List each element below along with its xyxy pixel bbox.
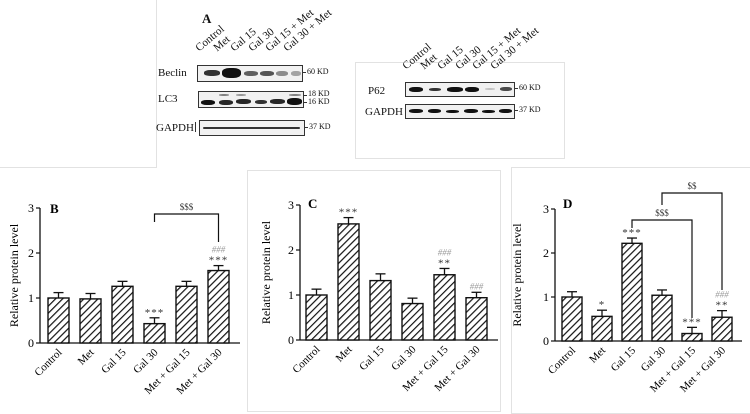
gapdh-right-label: GAPDH bbox=[365, 106, 403, 118]
significance-bracket bbox=[153, 213, 220, 242]
bar bbox=[47, 297, 70, 344]
bar bbox=[111, 285, 134, 344]
y-axis-label: Relative protein level bbox=[7, 223, 21, 327]
significance-hash: ### bbox=[470, 281, 484, 291]
bar bbox=[175, 285, 198, 344]
y-tick-label: 1 bbox=[28, 291, 34, 305]
significance-star: *** bbox=[209, 255, 229, 267]
y-tick-label: 2 bbox=[543, 246, 549, 260]
panel-a-left-frame bbox=[0, 0, 157, 168]
significance-hash: ### bbox=[438, 247, 452, 257]
chart-c: C 0 1 2 3 Relative protein level Control *** Met… bbox=[259, 196, 498, 394]
bar bbox=[621, 242, 643, 342]
x-tick-label: Met bbox=[587, 345, 608, 366]
p62-label: P62 bbox=[368, 85, 386, 97]
bar bbox=[433, 274, 456, 341]
bar bbox=[207, 269, 230, 344]
bar bbox=[591, 315, 613, 342]
significance-bracket bbox=[631, 219, 693, 318]
panel-letter-c: C bbox=[308, 196, 317, 211]
y-tick-label: 3 bbox=[543, 202, 549, 216]
lc3-kd-16: 16 KD bbox=[308, 97, 330, 106]
bar bbox=[651, 294, 673, 342]
significance-hash: ### bbox=[715, 290, 729, 300]
bar bbox=[143, 322, 166, 344]
bracket-label: $$$ bbox=[655, 208, 669, 218]
beclin-kd: 60 KD bbox=[307, 67, 329, 76]
significance-hash: ### bbox=[212, 245, 226, 255]
x-tick-label: Gal 30 bbox=[389, 343, 419, 373]
bar bbox=[711, 316, 733, 342]
x-tick-label: Control bbox=[32, 347, 64, 379]
lc3-kd-18: 18 KD bbox=[308, 89, 330, 98]
bar bbox=[465, 297, 488, 341]
bar bbox=[79, 298, 102, 344]
bracket-label: $$$ bbox=[180, 202, 194, 212]
significance-star: ** bbox=[716, 300, 729, 312]
gapdh-left-label: GAPDH bbox=[156, 122, 194, 134]
bar bbox=[401, 302, 424, 341]
lc3-label: LC3 bbox=[158, 93, 178, 105]
gapdh-right-kd: 37 KD bbox=[519, 105, 541, 114]
y-tick-label: 1 bbox=[288, 288, 294, 302]
panel-letter-d: D bbox=[563, 196, 572, 211]
x-tick-label: Gal 15 bbox=[609, 344, 639, 374]
y-tick-label: 0 bbox=[288, 333, 294, 347]
chart-d: D 0 1 2 3 Relative protein level Control * Met **… bbox=[510, 181, 742, 395]
bar bbox=[369, 279, 392, 341]
x-tick-label: Gal 15 bbox=[99, 346, 129, 376]
y-tick-label: 0 bbox=[543, 334, 549, 348]
gapdh-left-kd: 37 KD bbox=[309, 122, 331, 131]
x-tick-label: Control bbox=[546, 345, 578, 377]
p62-kd: 60 KD bbox=[519, 83, 541, 92]
x-tick-label: Met bbox=[334, 344, 355, 365]
significance-star: *** bbox=[682, 316, 702, 328]
x-tick-label: Control bbox=[290, 344, 322, 376]
bar bbox=[681, 332, 703, 342]
bar bbox=[305, 294, 328, 341]
beclin-label: Beclin bbox=[158, 67, 187, 79]
panel-letter-b: B bbox=[50, 201, 59, 216]
x-tick-label: Gal 15 bbox=[357, 343, 387, 373]
bar bbox=[337, 223, 360, 341]
significance-star: *** bbox=[622, 227, 642, 239]
gapdh-right-blot bbox=[405, 104, 515, 119]
y-tick-label: 2 bbox=[28, 246, 34, 260]
y-tick-label: 3 bbox=[28, 201, 34, 215]
y-axis-label: Relative protein level bbox=[259, 220, 273, 324]
significance-bracket bbox=[661, 192, 723, 290]
lc3-blot bbox=[198, 91, 304, 108]
p62-blot bbox=[405, 82, 515, 97]
significance-star: * bbox=[599, 299, 606, 311]
gapdh-left-blot bbox=[199, 120, 305, 136]
y-tick-label: 3 bbox=[288, 198, 294, 212]
y-axis-label: Relative protein level bbox=[510, 223, 524, 327]
bracket-label: $$ bbox=[688, 181, 698, 191]
y-tick-label: 0 bbox=[28, 336, 34, 350]
significance-star: ** bbox=[438, 257, 451, 269]
bar bbox=[561, 296, 583, 342]
beclin-blot bbox=[197, 65, 303, 82]
x-tick-label: Gal 30 bbox=[131, 346, 161, 376]
y-tick-label: 2 bbox=[288, 243, 294, 257]
x-tick-label: Met bbox=[76, 347, 97, 368]
significance-star: *** bbox=[145, 307, 165, 319]
panel-letter-a: A bbox=[202, 11, 212, 26]
panel-d-frame bbox=[511, 167, 750, 414]
y-tick-label: 1 bbox=[543, 290, 549, 304]
significance-star: *** bbox=[339, 207, 359, 219]
